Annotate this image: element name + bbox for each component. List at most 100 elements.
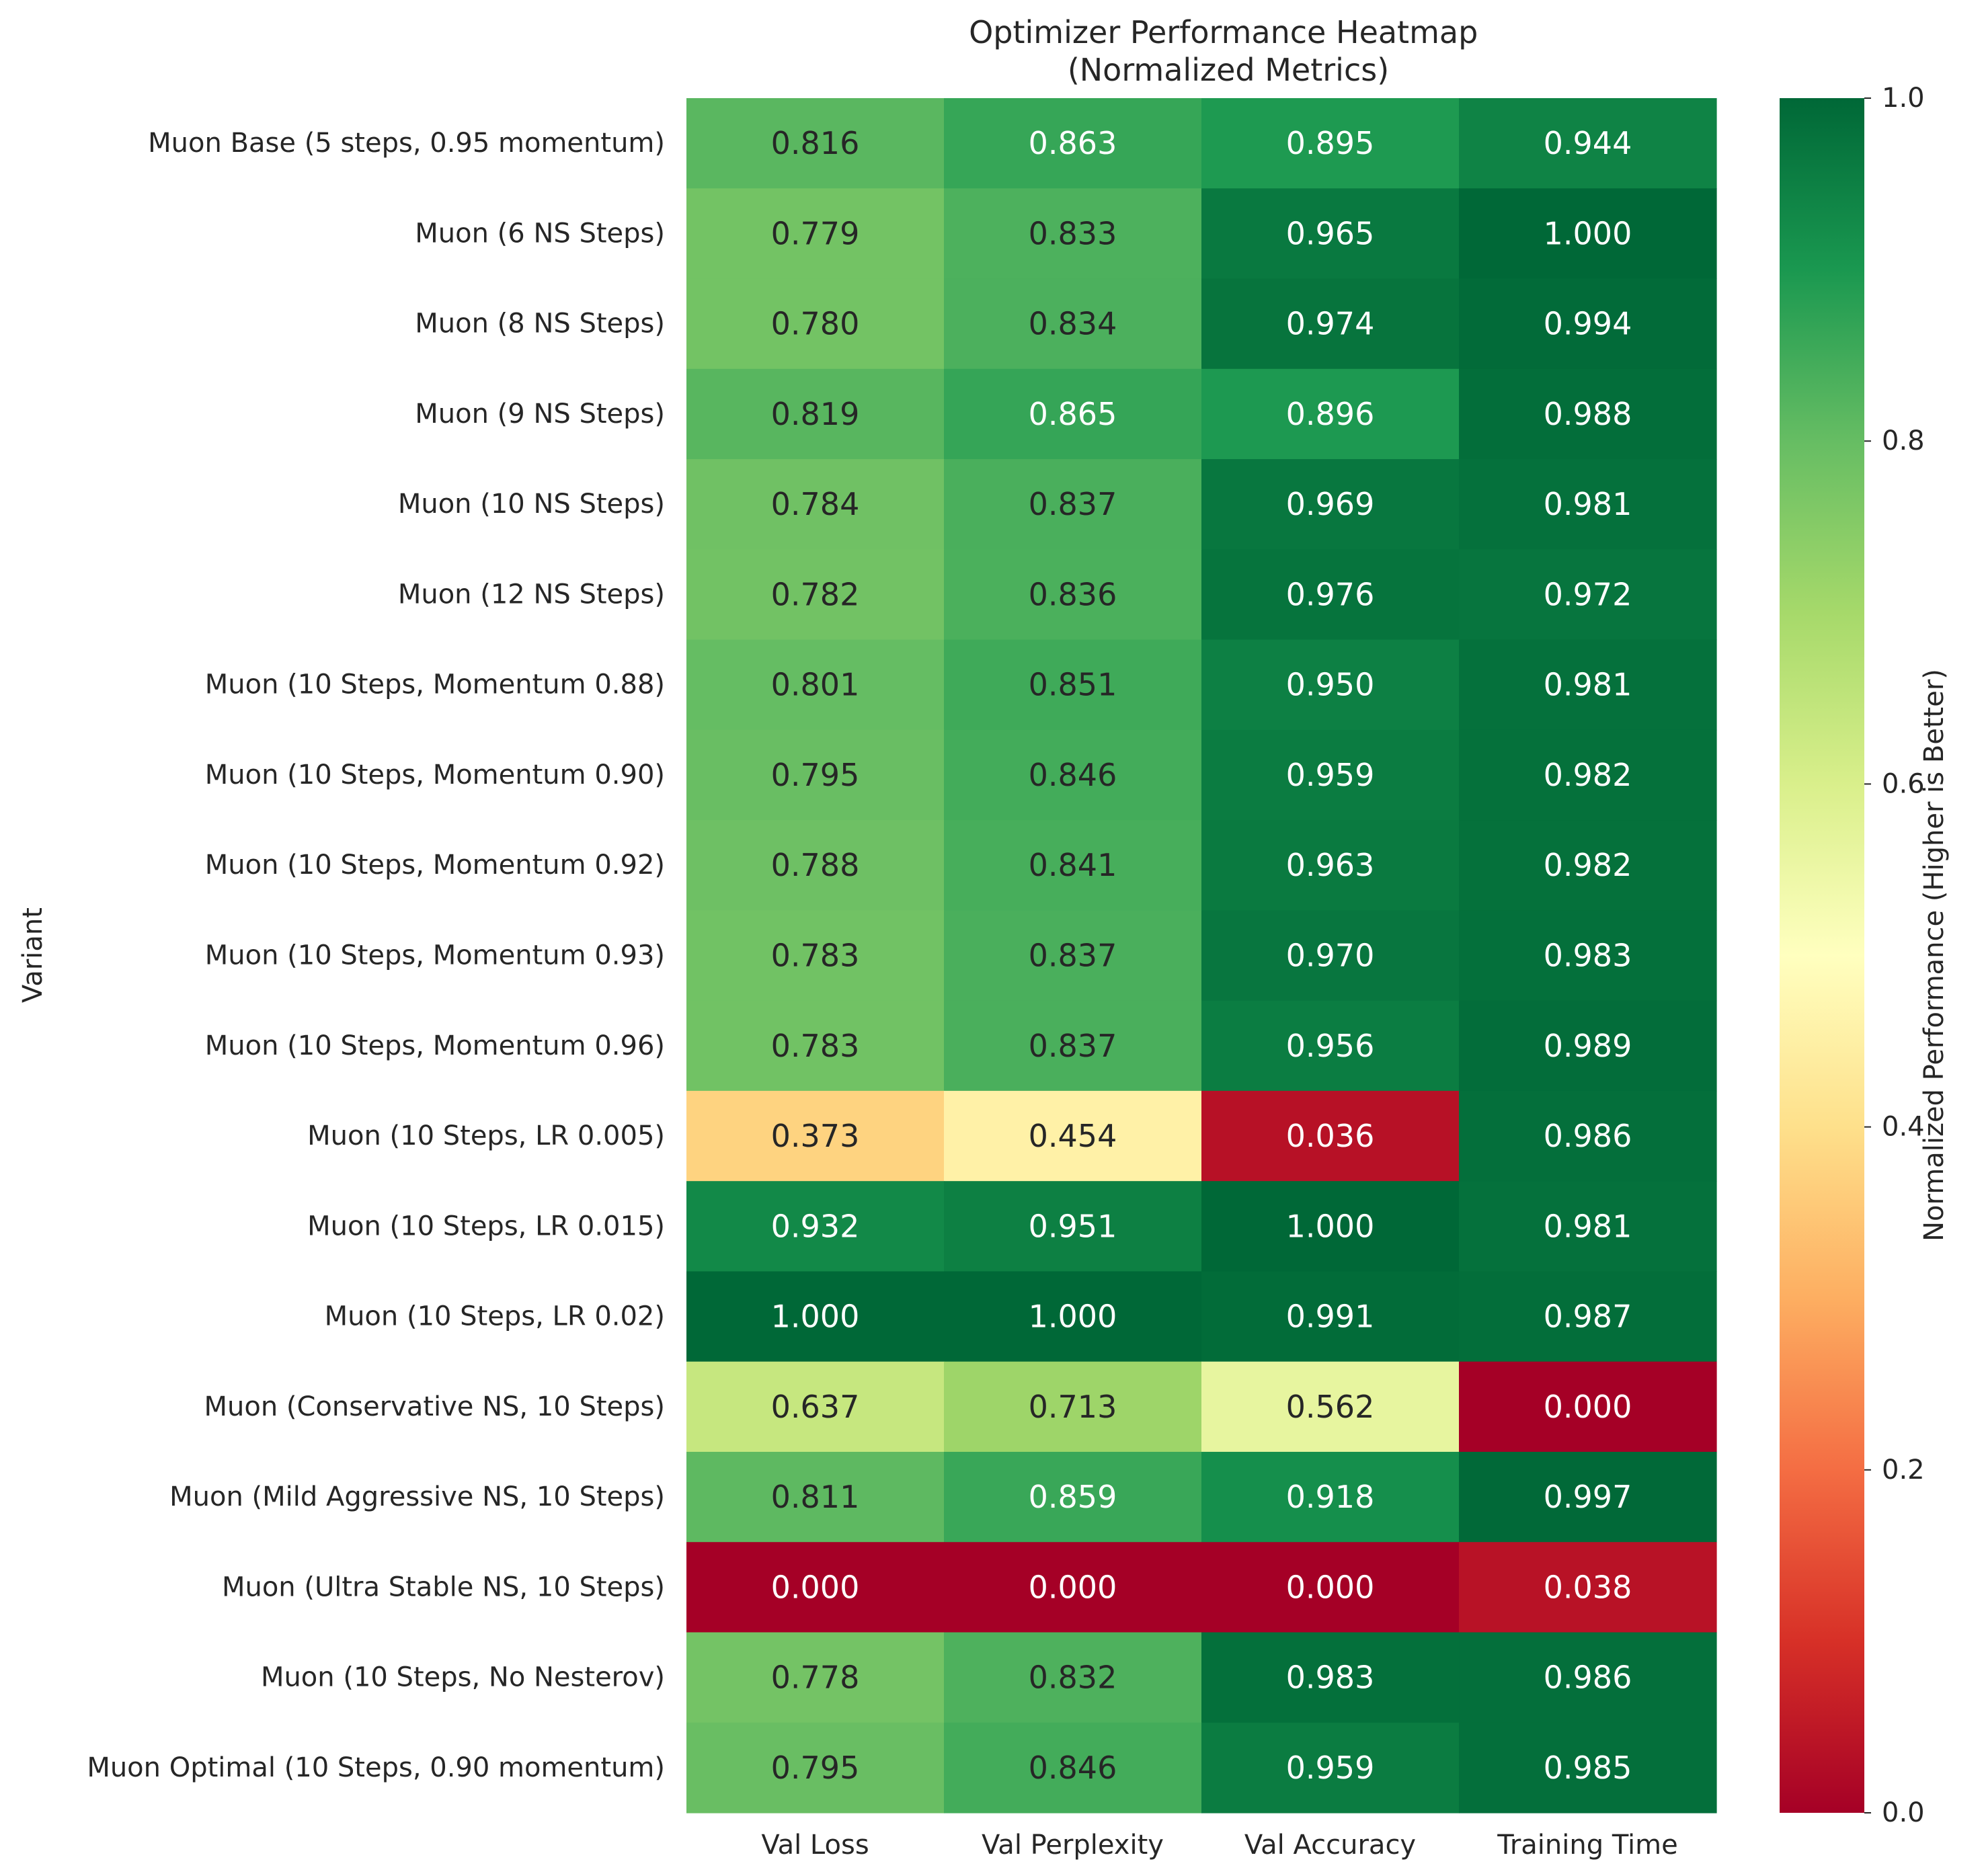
cell-value-label: 0.972	[1544, 576, 1632, 612]
heatmap-cell	[1201, 188, 1460, 280]
cell-value-label: 0.801	[771, 667, 860, 703]
cell-value-label: 0.373	[771, 1118, 860, 1154]
cell-value-label: 0.981	[1544, 486, 1632, 522]
heatmap-cell	[944, 1361, 1202, 1453]
heatmap-cell	[1459, 1361, 1717, 1453]
heatmap-cell	[686, 368, 945, 460]
heatmap-cell	[944, 1632, 1202, 1723]
heatmap-cell	[1459, 1000, 1717, 1092]
cell-value-label: 1.000	[1544, 215, 1632, 251]
cell-value-label: 0.982	[1544, 847, 1632, 883]
cell-value-label: 0.816	[771, 125, 860, 161]
cell-value-label: 0.859	[1029, 1479, 1117, 1515]
cell-value-label: 1.000	[771, 1299, 860, 1335]
cell-value-label: 0.959	[1286, 757, 1375, 793]
heatmap-cell	[1201, 368, 1460, 460]
heatmap-cell	[686, 1361, 945, 1453]
cell-value-label: 0.780	[771, 306, 860, 342]
cell-value-label: 0.976	[1286, 576, 1375, 612]
cell-value-label: 0.841	[1029, 847, 1117, 883]
colorbar-tick-label: 0.2	[1882, 1455, 1925, 1485]
heatmap-cell	[944, 820, 1202, 911]
cell-value-label: 0.959	[1286, 1750, 1375, 1786]
heatmap-cell	[686, 549, 945, 641]
cell-value-label: 0.985	[1544, 1750, 1632, 1786]
cell-value-label: 0.982	[1544, 757, 1632, 793]
heatmap-cell	[944, 910, 1202, 1002]
heatmap-cell	[686, 278, 945, 370]
row-label: Muon (6 NS Steps)	[415, 218, 665, 249]
heatmap-cell	[1201, 549, 1460, 641]
heatmap-cell	[1459, 729, 1717, 821]
cell-value-label: 0.562	[1286, 1389, 1375, 1425]
heatmap-cell	[944, 1451, 1202, 1543]
cell-value-label: 0.837	[1029, 938, 1117, 974]
row-label: Muon (10 Steps, Momentum 0.93)	[205, 940, 665, 971]
heatmap-cell	[1201, 1271, 1460, 1362]
colorbar: 0.0 0.2 0.4 0.6 0.8 1.0	[1780, 83, 1925, 1828]
row-label: Muon (10 Steps, Momentum 0.96)	[205, 1030, 665, 1061]
cell-value-label: 0.637	[771, 1389, 860, 1425]
heatmap-cell	[1201, 729, 1460, 821]
cell-value-label: 0.000	[771, 1569, 860, 1605]
cell-value-label: 0.783	[771, 938, 860, 974]
cell-value-label: 0.918	[1286, 1479, 1375, 1515]
heatmap-cell	[1459, 1542, 1717, 1633]
column-label: Val Accuracy	[1244, 1830, 1416, 1861]
heatmap-cell	[944, 459, 1202, 550]
cell-value-label: 0.713	[1029, 1389, 1117, 1425]
row-label: Muon (10 Steps, LR 0.005)	[307, 1120, 665, 1151]
heatmap-cell	[1459, 278, 1717, 370]
cell-value-label: 0.000	[1286, 1569, 1375, 1605]
cell-value-label: 0.970	[1286, 938, 1375, 974]
colorbar-tick-label: 0.8	[1882, 425, 1925, 456]
heatmap-cell	[686, 1632, 945, 1723]
heatmap-cell	[1459, 1722, 1717, 1813]
cell-value-label: 0.795	[771, 1750, 860, 1786]
row-label: Muon (12 NS Steps)	[398, 579, 665, 610]
heatmap-cell	[1201, 1632, 1460, 1723]
column-labels: Val Loss Val Perplexity Val Accuracy Traini…	[761, 1830, 1677, 1861]
heatmap-cell	[944, 729, 1202, 821]
cell-value-label: 0.819	[771, 396, 860, 432]
cell-value-label: 0.988	[1544, 396, 1632, 432]
heatmap-cell	[686, 1090, 945, 1182]
cell-value-label: 0.454	[1029, 1118, 1117, 1154]
cell-value-label: 0.896	[1286, 396, 1375, 432]
row-label: Muon (10 NS Steps)	[398, 489, 665, 520]
heatmap-cell	[1201, 820, 1460, 911]
heatmap-cell	[944, 278, 1202, 370]
cell-value-label: 0.983	[1286, 1660, 1375, 1696]
heatmap-cell	[1201, 639, 1460, 731]
cell-value-label: 0.836	[1029, 576, 1117, 612]
heatmap-cell	[1459, 549, 1717, 641]
colorbar-tick-label: 0.4	[1882, 1112, 1925, 1143]
row-label: Muon (8 NS Steps)	[415, 309, 665, 339]
heatmap-cell	[944, 1722, 1202, 1813]
row-label: Muon (Ultra Stable NS, 10 Steps)	[222, 1572, 665, 1602]
cell-value-label: 0.000	[1544, 1389, 1632, 1425]
cell-value-label: 0.833	[1029, 215, 1117, 251]
cell-value-label: 0.865	[1029, 396, 1117, 432]
heatmap-cell	[1201, 1181, 1460, 1272]
cell-value-label: 0.951	[1029, 1208, 1117, 1244]
heatmap-cell	[686, 1181, 945, 1272]
heatmap-cell	[944, 1000, 1202, 1092]
colorbar-tick-label: 1.0	[1882, 83, 1925, 114]
cell-value-label: 0.779	[771, 215, 860, 251]
y-axis-label: Variant	[17, 907, 48, 1003]
cell-value-label: 0.950	[1286, 667, 1375, 703]
cell-value-label: 0.863	[1029, 125, 1117, 161]
cell-value-label: 0.981	[1544, 1208, 1632, 1244]
cell-value-label: 0.778	[771, 1660, 860, 1696]
row-label: Muon (10 Steps, LR 0.015)	[307, 1211, 665, 1241]
cell-value-label: 0.811	[771, 1479, 860, 1515]
heatmap-cell	[686, 820, 945, 911]
column-label: Training Time	[1497, 1830, 1677, 1861]
heatmap-cells	[686, 98, 1717, 1813]
heatmap-cell	[944, 639, 1202, 731]
cell-value-label: 0.846	[1029, 1750, 1117, 1786]
colorbar-tick-label: 0.6	[1882, 768, 1925, 799]
heatmap-cell	[686, 910, 945, 1002]
cell-value-label: 0.965	[1286, 215, 1375, 251]
